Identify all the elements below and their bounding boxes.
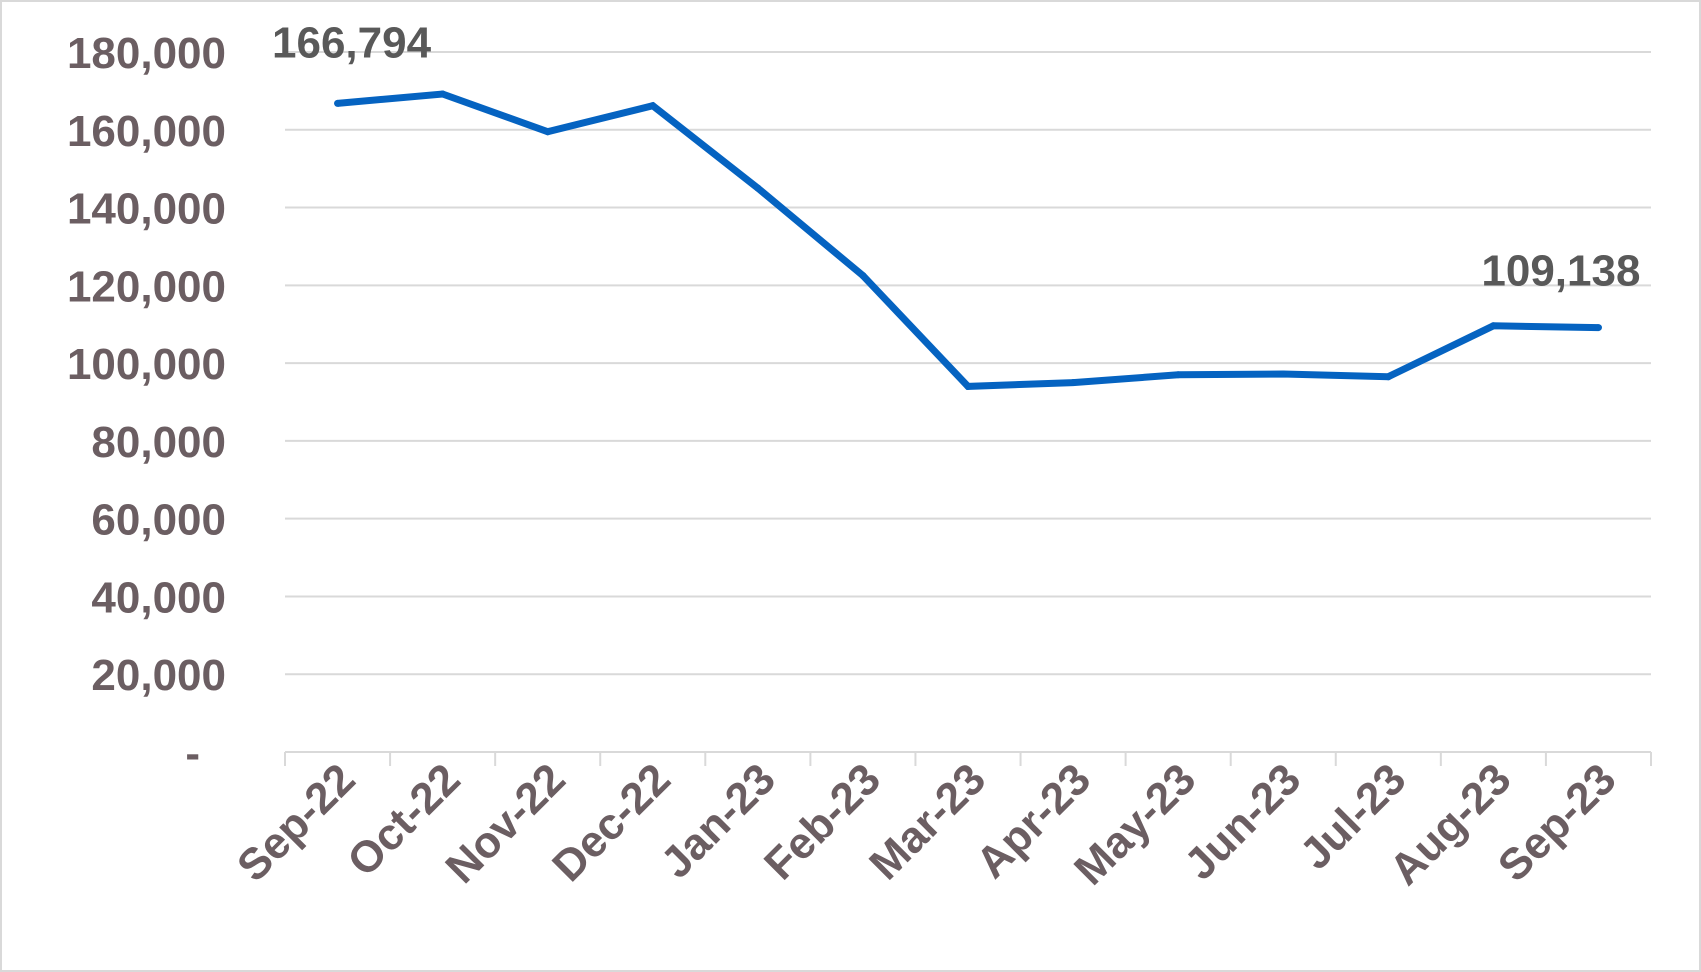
data-point bbox=[334, 99, 342, 107]
data-label: 109,138 bbox=[1481, 247, 1640, 296]
x-tick-label: Dec-22 bbox=[543, 754, 680, 891]
data-point bbox=[1279, 370, 1287, 378]
x-axis-tick-labels: Sep-22Oct-22Nov-22Dec-22Jan-23Feb-23Mar-… bbox=[228, 754, 1626, 894]
x-tick-label: Jan-23 bbox=[652, 754, 785, 887]
x-tick-label: Sep-22 bbox=[228, 754, 365, 891]
data-point bbox=[964, 382, 972, 390]
y-tick-label: 60,000 bbox=[91, 496, 226, 545]
y-tick-label: 40,000 bbox=[91, 573, 226, 622]
x-tick-label: Feb-23 bbox=[755, 754, 890, 889]
y-tick-label: 120,000 bbox=[67, 262, 226, 311]
x-tick-label: Jun-23 bbox=[1175, 754, 1310, 889]
y-tick-label: 180,000 bbox=[67, 29, 226, 78]
y-axis-tick-labels: - 20,000 40,000 60,000 80,000 100,000 120,000 1… bbox=[67, 29, 226, 778]
data-point bbox=[544, 128, 552, 136]
x-axis bbox=[284, 751, 1652, 766]
y-tick-label: 100,000 bbox=[67, 340, 226, 389]
y-tick-label: 80,000 bbox=[91, 418, 226, 467]
data-point bbox=[649, 102, 657, 110]
y-tick-label: 20,000 bbox=[91, 651, 226, 700]
data-point bbox=[859, 272, 867, 280]
data-labels: 166,794 109,138 bbox=[272, 18, 1640, 295]
y-tick-label: 160,000 bbox=[67, 107, 226, 156]
gridlines bbox=[285, 51, 1651, 676]
series-line-0 bbox=[337, 90, 1599, 390]
data-point bbox=[1594, 324, 1602, 332]
data-point bbox=[1174, 371, 1182, 379]
x-tick-label: Sep-23 bbox=[1489, 754, 1626, 891]
data-point bbox=[439, 90, 447, 98]
series-lines bbox=[334, 90, 1602, 390]
data-label: 166,794 bbox=[272, 18, 432, 67]
data-point bbox=[1489, 322, 1497, 330]
x-tick-label: Nov-22 bbox=[436, 754, 574, 892]
data-point bbox=[754, 184, 762, 192]
y-tick-label: 140,000 bbox=[67, 185, 226, 234]
data-point bbox=[1384, 373, 1392, 381]
y-tick-label: - bbox=[185, 729, 200, 778]
x-tick-label: Mar-23 bbox=[860, 754, 995, 889]
data-point bbox=[1069, 379, 1077, 387]
